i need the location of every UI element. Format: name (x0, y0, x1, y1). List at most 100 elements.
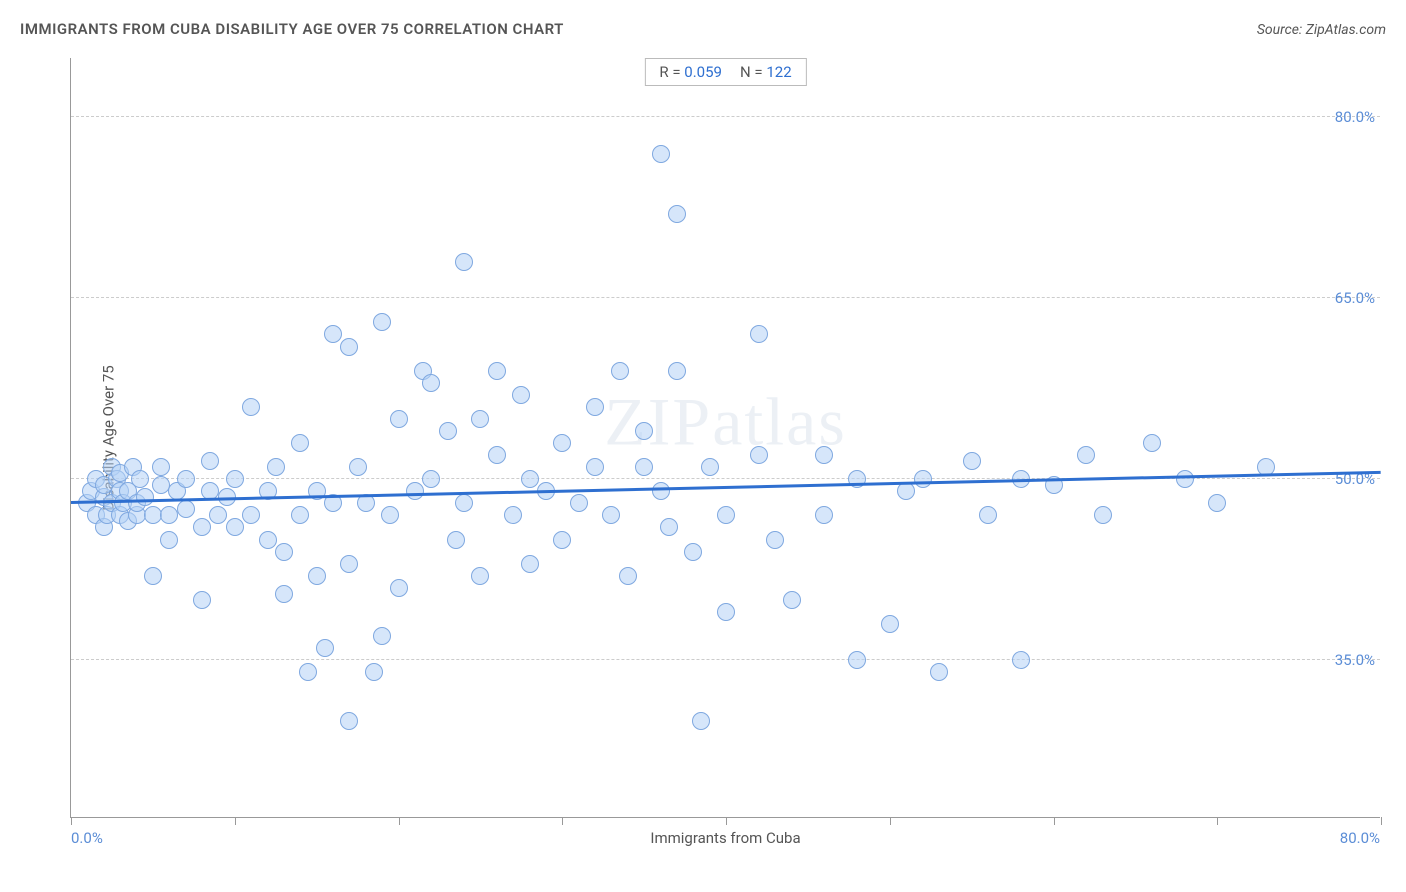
x-tick (235, 817, 236, 825)
scatter-point (381, 506, 399, 524)
x-tick (890, 817, 891, 825)
n-stat: N = 122 (740, 63, 792, 81)
scatter-point (619, 567, 637, 585)
scatter-point (471, 410, 489, 428)
x-range-end: 80.0% (1340, 829, 1380, 847)
scatter-point (668, 362, 686, 380)
scatter-point (914, 470, 932, 488)
scatter-point (881, 615, 899, 633)
scatter-point (1094, 506, 1112, 524)
scatter-point (267, 458, 285, 476)
scatter-point (136, 488, 154, 506)
scatter-point (259, 531, 277, 549)
stats-box: R = 0.059 N = 122 (644, 58, 806, 86)
r-stat: R = 0.059 (659, 63, 722, 81)
scatter-point (349, 458, 367, 476)
scatter-point (848, 651, 866, 669)
scatter-point (553, 434, 571, 452)
y-tick-label: 65.0% (1335, 289, 1375, 307)
scatter-point (979, 506, 997, 524)
scatter-point (586, 458, 604, 476)
scatter-point (152, 476, 170, 494)
scatter-point (815, 446, 833, 464)
scatter-point (635, 422, 653, 440)
scatter-point (152, 458, 170, 476)
scatter-point (242, 398, 260, 416)
scatter-point (422, 374, 440, 392)
scatter-point (373, 627, 391, 645)
x-tick (1381, 817, 1382, 825)
gridline (71, 297, 1380, 298)
chart-source: Source: ZipAtlas.com (1257, 22, 1386, 38)
x-tick (726, 817, 727, 825)
x-tick (1217, 817, 1218, 825)
scatter-point (1012, 651, 1030, 669)
scatter-point (447, 531, 465, 549)
scatter-point (242, 506, 260, 524)
correlation-chart: ZIPatlas R = 0.059 N = 122 Disability Ag… (20, 48, 1386, 848)
scatter-point (897, 482, 915, 500)
scatter-point (340, 555, 358, 573)
scatter-point (815, 506, 833, 524)
scatter-point (193, 518, 211, 536)
scatter-point (1143, 434, 1161, 452)
scatter-point (512, 386, 530, 404)
scatter-point (291, 434, 309, 452)
scatter-point (1176, 470, 1194, 488)
chart-title: IMMIGRANTS FROM CUBA DISABILITY AGE OVER… (20, 20, 564, 38)
scatter-point (660, 518, 678, 536)
scatter-point (209, 506, 227, 524)
y-tick-label: 35.0% (1335, 651, 1375, 669)
scatter-point (201, 452, 219, 470)
x-tick (71, 817, 72, 825)
scatter-point (521, 555, 539, 573)
scatter-point (324, 325, 342, 343)
scatter-point (144, 567, 162, 585)
scatter-point (299, 663, 317, 681)
scatter-point (692, 712, 710, 730)
scatter-point (963, 452, 981, 470)
scatter-point (291, 506, 309, 524)
scatter-point (275, 543, 293, 561)
scatter-point (750, 446, 768, 464)
scatter-point (160, 531, 178, 549)
scatter-point (316, 639, 334, 657)
scatter-point (365, 663, 383, 681)
scatter-point (684, 543, 702, 561)
scatter-point (144, 506, 162, 524)
scatter-point (308, 567, 326, 585)
scatter-point (422, 470, 440, 488)
scatter-point (193, 591, 211, 609)
plot-area: ZIPatlas R = 0.059 N = 122 Disability Ag… (70, 58, 1380, 818)
scatter-point (611, 362, 629, 380)
scatter-point (177, 470, 195, 488)
scatter-point (131, 470, 149, 488)
y-tick-label: 80.0% (1335, 108, 1375, 126)
scatter-point (439, 422, 457, 440)
x-range-start: 0.0% (71, 829, 103, 847)
scatter-point (488, 362, 506, 380)
scatter-point (652, 482, 670, 500)
scatter-point (750, 325, 768, 343)
scatter-point (390, 579, 408, 597)
x-axis-label: Immigrants from Cuba (71, 829, 1380, 847)
scatter-point (668, 205, 686, 223)
scatter-point (373, 313, 391, 331)
x-tick (1054, 817, 1055, 825)
scatter-point (226, 470, 244, 488)
scatter-point (783, 591, 801, 609)
scatter-point (1208, 494, 1226, 512)
scatter-point (226, 518, 244, 536)
scatter-point (160, 506, 178, 524)
scatter-point (635, 458, 653, 476)
scatter-point (406, 482, 424, 500)
scatter-point (340, 338, 358, 356)
scatter-point (553, 531, 571, 549)
gridline (71, 659, 1380, 660)
scatter-point (521, 470, 539, 488)
scatter-point (488, 446, 506, 464)
scatter-point (701, 458, 719, 476)
scatter-point (717, 603, 735, 621)
scatter-point (570, 494, 588, 512)
scatter-point (766, 531, 784, 549)
